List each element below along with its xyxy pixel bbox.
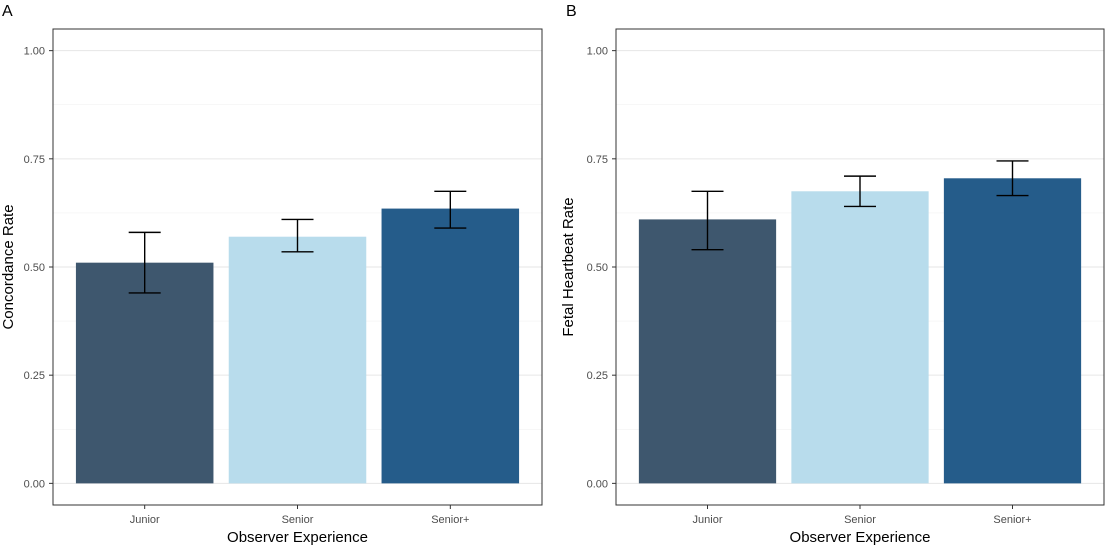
panel-b-y-axis: 0.00 0.25 0.50 0.75 1.00 <box>587 46 616 490</box>
panel-a-x-tick-label: Senior <box>282 514 314 526</box>
panel-a-bar-senior-plus <box>381 208 520 484</box>
panel-a-error-bar-senior-plus <box>434 190 467 229</box>
panel-a-y-tick-label: 0.25 <box>24 370 45 382</box>
panel-b-label: B <box>566 3 577 20</box>
panel-a-error-bars <box>128 190 467 294</box>
panel-b-error-bar-senior <box>844 175 876 208</box>
panel-b-x-tick-label: Senior <box>844 514 876 526</box>
panel-b-error-bar-senior-plus <box>996 160 1029 197</box>
panel-a-y-axis-title: Concordance Rate <box>0 204 17 329</box>
panel-a-bar-junior <box>75 262 214 484</box>
panel-a-y-axis: 0.00 0.25 0.50 0.75 1.00 <box>24 46 53 490</box>
panel-a-y-tick-label: 0.00 <box>24 478 45 490</box>
panel-a-y-tick-label: 1.00 <box>24 46 45 58</box>
panel-b-y-tick-label: 0.50 <box>587 262 608 274</box>
panel-b-y-axis-title: Fetal Heartbeat Rate <box>560 197 577 336</box>
panel-b-x-axis: Junior Senior Senior+ <box>693 505 1032 526</box>
panel-b-x-axis-title: Observer Experience <box>790 529 931 546</box>
panel-a-x-axis: Junior Senior Senior+ <box>130 505 469 526</box>
panel-b-y-tick-label: 0.25 <box>587 370 608 382</box>
panel-a-error-bar-senior <box>281 218 314 253</box>
panel-b-bars <box>638 178 1082 484</box>
panel-b-error-bar-junior <box>691 190 724 251</box>
panel-b-y-tick-label: 0.00 <box>587 478 608 490</box>
panel-b-bar-senior-plus <box>943 178 1082 484</box>
panel-a-y-tick-label: 0.75 <box>24 154 45 166</box>
panel-b-y-tick-label: 0.75 <box>587 154 608 166</box>
panel-a-x-tick-label: Senior+ <box>431 514 469 526</box>
panel-b-x-tick-label: Junior <box>693 514 723 526</box>
panel-a-y-tick-label: 0.50 <box>24 262 45 274</box>
panel-b-bar-junior <box>638 219 777 484</box>
panel-a-bars <box>75 208 520 484</box>
panel-a-error-bar-junior <box>128 231 161 294</box>
panel-a-x-axis-title: Observer Experience <box>227 529 368 546</box>
panel-b-bar-senior <box>791 191 929 484</box>
panel-b: B 0.00 0.25 0.50 0.75 1.00 Junior Senior Senior+… <box>560 3 1105 546</box>
panel-b-error-bars <box>691 160 1029 251</box>
panel-a-label: A <box>2 3 13 20</box>
panel-a: A 0.00 0.25 0.50 0.75 1.00 Junior Senior Senior+… <box>0 3 543 546</box>
panel-a-x-tick-label: Junior <box>130 514 160 526</box>
panel-b-x-tick-label: Senior+ <box>993 514 1031 526</box>
panel-b-y-tick-label: 1.00 <box>587 46 608 58</box>
panel-a-bar-senior <box>228 236 367 484</box>
